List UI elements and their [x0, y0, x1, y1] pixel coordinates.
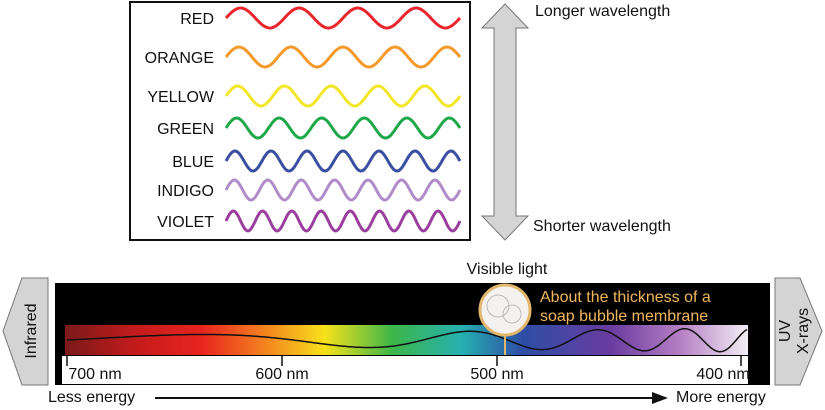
annotation-line: About the thickness of a — [540, 289, 711, 306]
infrared-arrow — [2, 277, 49, 386]
color-label: INDIGO — [157, 183, 214, 200]
spectrum-wave — [66, 327, 748, 353]
scale-strip — [62, 356, 748, 384]
spectrum-title: Visible light — [467, 261, 548, 278]
scale-label: 700 nm — [68, 366, 121, 383]
scale-label: 600 nm — [255, 366, 308, 383]
bubble — [478, 283, 532, 337]
energy-arrowhead — [652, 392, 668, 404]
wave — [224, 209, 462, 233]
wave — [224, 149, 462, 173]
wave — [224, 6, 462, 30]
arrow-top-label: Longer wavelength — [535, 3, 670, 20]
wave — [224, 45, 462, 69]
color-label: YELLOW — [147, 89, 215, 106]
spectrum-strip — [65, 325, 748, 355]
energy-right: More energy — [676, 389, 766, 406]
color-label: BLUE — [172, 154, 214, 171]
xray-label: X-rays — [795, 308, 812, 354]
scale: 700 nm 600 nm 500 nm 400 nm — [66, 356, 750, 383]
wave — [224, 116, 462, 140]
uv-arrow — [774, 277, 823, 386]
waves: RED ORANGE YELLOW GREEN BLUE INDIGO VIOLET — [145, 6, 462, 233]
color-label: ORANGE — [145, 50, 214, 67]
scale-label: 400 nm — [696, 366, 749, 383]
color-label: VIOLET — [157, 214, 214, 231]
wave — [224, 84, 462, 108]
bubble-detail — [502, 304, 522, 324]
wave — [224, 178, 462, 202]
scale-label: 500 nm — [470, 366, 523, 383]
color-label: GREEN — [157, 121, 214, 138]
uv-label: UV — [777, 320, 794, 343]
color-label: RED — [180, 11, 214, 28]
energy-left: Less energy — [48, 389, 135, 406]
arrow-bottom-label: Shorter wavelength — [533, 218, 671, 235]
annotation-line: soap bubble membrane — [540, 308, 708, 325]
double-arrow — [480, 3, 530, 241]
infrared-label: Infrared — [23, 303, 40, 358]
